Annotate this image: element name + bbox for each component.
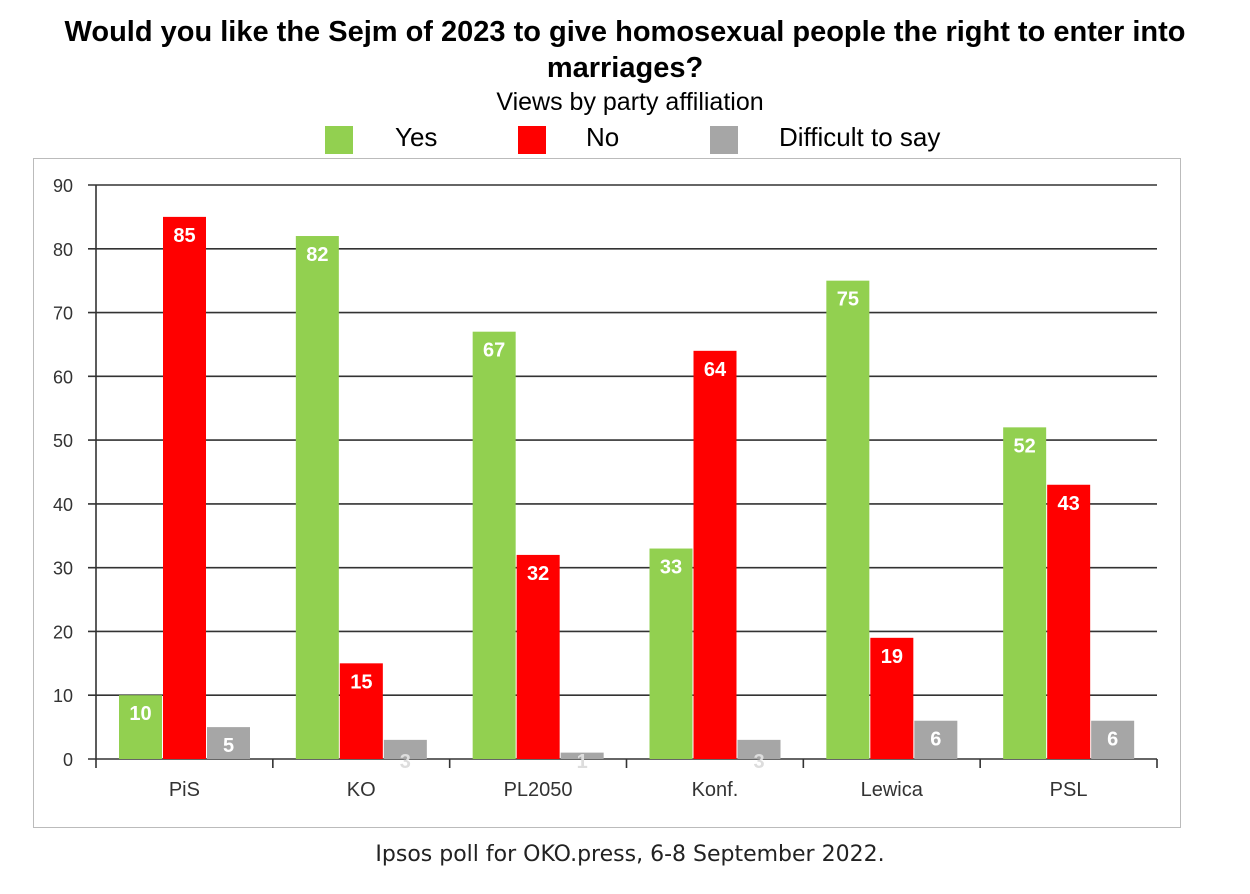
bar bbox=[295, 236, 339, 759]
data-label: 10 bbox=[129, 703, 151, 725]
bar bbox=[163, 216, 206, 759]
legend-label-difficult: Difficult to say bbox=[779, 122, 941, 152]
bar bbox=[1091, 720, 1135, 759]
data-label: 64 bbox=[704, 359, 727, 381]
data-label: 5 bbox=[223, 735, 234, 757]
y-tick-label: 10 bbox=[53, 686, 73, 706]
data-label: 82 bbox=[306, 244, 328, 266]
data-label: 6 bbox=[1107, 729, 1118, 751]
data-label: 3 bbox=[753, 751, 764, 773]
y-tick-label: 60 bbox=[53, 367, 73, 387]
y-tick-label: 40 bbox=[53, 495, 73, 515]
y-tick-label: 70 bbox=[53, 304, 73, 324]
data-label: 3 bbox=[400, 751, 411, 773]
y-tick-label: 20 bbox=[53, 622, 73, 642]
bar bbox=[472, 331, 516, 759]
bar bbox=[870, 637, 914, 759]
x-tick-label: KO bbox=[347, 779, 376, 801]
chart-title: Would you like the Sejm of 2023 to give … bbox=[64, 16, 1186, 84]
y-tick-label: 0 bbox=[63, 750, 73, 770]
bar bbox=[737, 739, 781, 759]
chart-frame bbox=[33, 158, 1181, 828]
x-tick-label: Konf. bbox=[692, 779, 739, 801]
bar bbox=[339, 663, 383, 759]
legend-swatch-no bbox=[518, 126, 546, 154]
bar bbox=[649, 548, 693, 759]
bar bbox=[560, 752, 604, 759]
legend-swatch-difficult bbox=[710, 126, 738, 154]
data-label: 85 bbox=[173, 225, 195, 247]
data-label: 75 bbox=[837, 289, 859, 311]
y-tick-label: 80 bbox=[53, 240, 73, 260]
data-label: 43 bbox=[1058, 493, 1080, 515]
bar bbox=[826, 280, 870, 759]
chart-subtitle: Views by party affiliation bbox=[496, 88, 764, 116]
y-tick-label: 50 bbox=[53, 431, 73, 451]
legend-swatch-yes bbox=[325, 126, 353, 154]
data-label: 33 bbox=[660, 557, 682, 579]
bar bbox=[1003, 427, 1047, 759]
data-label: 32 bbox=[527, 563, 549, 585]
bar bbox=[516, 554, 560, 759]
data-label: 6 bbox=[930, 729, 941, 751]
x-tick-label: PL2050 bbox=[504, 779, 573, 801]
bar bbox=[693, 350, 737, 759]
data-label: 67 bbox=[483, 340, 505, 362]
data-label: 1 bbox=[577, 751, 588, 773]
data-label: 15 bbox=[350, 671, 372, 693]
bar bbox=[1047, 484, 1091, 759]
source-note: Ipsos poll for OKO.press, 6-8 September … bbox=[375, 842, 885, 867]
bar bbox=[383, 739, 427, 759]
x-tick-label: PiS bbox=[169, 779, 200, 801]
y-tick-label: 90 bbox=[53, 176, 73, 196]
data-label: 52 bbox=[1014, 435, 1036, 457]
legend-label-no: No bbox=[586, 122, 620, 152]
bar bbox=[207, 727, 250, 759]
legend-label-yes: Yes bbox=[395, 122, 438, 152]
bar bbox=[119, 695, 162, 759]
x-tick-label: PSL bbox=[1050, 779, 1088, 801]
bar bbox=[914, 720, 958, 759]
y-tick-label: 30 bbox=[53, 559, 73, 579]
data-label: 19 bbox=[881, 646, 903, 668]
x-tick-label: Lewica bbox=[861, 779, 924, 801]
